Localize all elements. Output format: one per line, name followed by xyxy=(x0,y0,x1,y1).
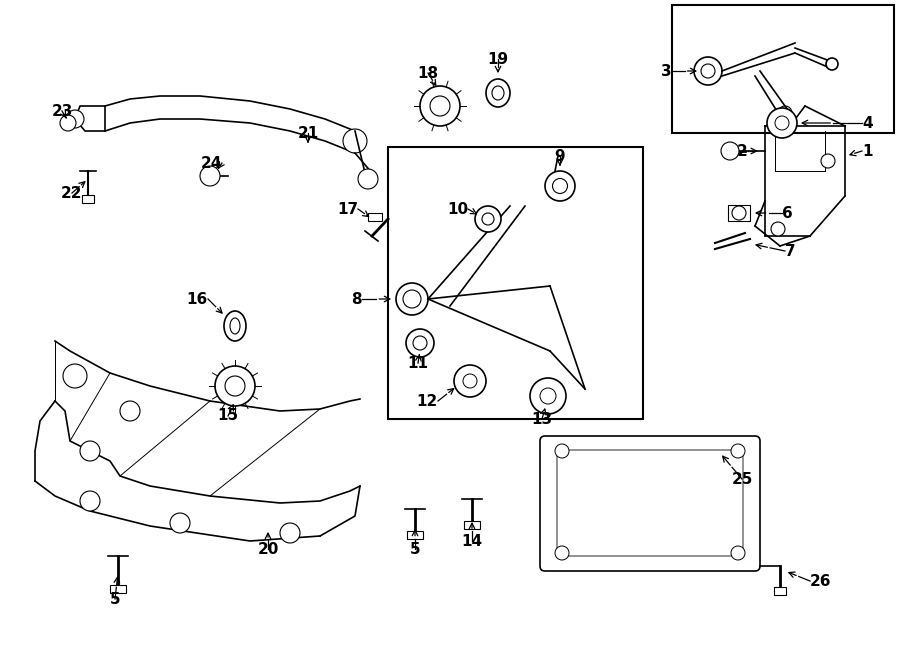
Text: 18: 18 xyxy=(418,65,438,81)
Circle shape xyxy=(778,106,792,120)
Circle shape xyxy=(731,546,745,560)
Text: 2: 2 xyxy=(737,143,748,159)
Circle shape xyxy=(358,169,378,189)
Ellipse shape xyxy=(486,79,510,107)
Text: 20: 20 xyxy=(257,541,279,557)
Circle shape xyxy=(80,491,100,511)
Circle shape xyxy=(767,108,797,138)
Text: 7: 7 xyxy=(785,243,796,258)
Text: 6: 6 xyxy=(782,206,793,221)
Circle shape xyxy=(343,129,367,153)
Text: 9: 9 xyxy=(554,149,565,163)
Circle shape xyxy=(225,376,245,396)
Ellipse shape xyxy=(413,336,427,350)
Text: 16: 16 xyxy=(187,292,208,307)
Bar xyxy=(728,205,750,221)
Bar xyxy=(110,585,126,593)
Ellipse shape xyxy=(230,318,240,334)
Circle shape xyxy=(775,116,789,130)
Ellipse shape xyxy=(475,206,501,232)
Ellipse shape xyxy=(396,283,428,315)
Text: 3: 3 xyxy=(662,63,672,79)
Circle shape xyxy=(430,96,450,116)
Circle shape xyxy=(454,365,486,397)
Circle shape xyxy=(463,374,477,388)
Text: 13: 13 xyxy=(531,412,553,426)
Text: 19: 19 xyxy=(488,52,508,67)
Ellipse shape xyxy=(826,58,838,70)
Circle shape xyxy=(66,110,84,128)
Ellipse shape xyxy=(492,86,504,100)
Circle shape xyxy=(732,206,746,220)
Circle shape xyxy=(540,388,556,404)
Bar xyxy=(368,213,382,221)
Circle shape xyxy=(215,366,255,406)
Text: 17: 17 xyxy=(337,202,358,217)
Bar xyxy=(407,531,423,539)
FancyBboxPatch shape xyxy=(540,436,760,571)
Circle shape xyxy=(731,444,745,458)
Ellipse shape xyxy=(403,290,421,308)
Circle shape xyxy=(200,166,220,186)
Text: 25: 25 xyxy=(732,471,752,486)
Ellipse shape xyxy=(406,329,434,357)
Text: 23: 23 xyxy=(51,104,73,118)
Bar xyxy=(774,587,786,595)
Ellipse shape xyxy=(694,57,722,85)
Text: 15: 15 xyxy=(218,408,238,424)
Circle shape xyxy=(120,401,140,421)
FancyBboxPatch shape xyxy=(557,450,743,556)
Circle shape xyxy=(170,513,190,533)
Circle shape xyxy=(555,444,569,458)
Circle shape xyxy=(530,378,566,414)
Circle shape xyxy=(420,86,460,126)
Circle shape xyxy=(63,364,87,388)
Text: 5: 5 xyxy=(410,541,420,557)
Ellipse shape xyxy=(545,171,575,201)
Text: 21: 21 xyxy=(297,126,319,141)
Circle shape xyxy=(771,222,785,236)
Bar xyxy=(388,147,643,419)
Circle shape xyxy=(821,154,835,168)
Text: 1: 1 xyxy=(862,143,872,159)
Text: 24: 24 xyxy=(201,155,222,171)
Circle shape xyxy=(80,441,100,461)
Circle shape xyxy=(721,142,739,160)
Text: 11: 11 xyxy=(408,356,428,371)
Bar xyxy=(672,5,894,133)
Text: 4: 4 xyxy=(862,116,873,130)
Circle shape xyxy=(280,523,300,543)
Text: 5: 5 xyxy=(110,592,121,607)
Bar xyxy=(464,521,480,529)
Ellipse shape xyxy=(701,64,715,78)
Text: 26: 26 xyxy=(810,574,832,588)
Text: 12: 12 xyxy=(417,393,438,408)
Ellipse shape xyxy=(224,311,246,341)
Ellipse shape xyxy=(553,178,568,194)
Circle shape xyxy=(555,546,569,560)
Text: 10: 10 xyxy=(447,202,468,217)
Bar xyxy=(82,195,94,203)
Text: 14: 14 xyxy=(462,533,482,549)
Text: 22: 22 xyxy=(61,186,83,200)
Circle shape xyxy=(60,115,76,131)
Ellipse shape xyxy=(482,213,494,225)
Text: 8: 8 xyxy=(351,292,362,307)
